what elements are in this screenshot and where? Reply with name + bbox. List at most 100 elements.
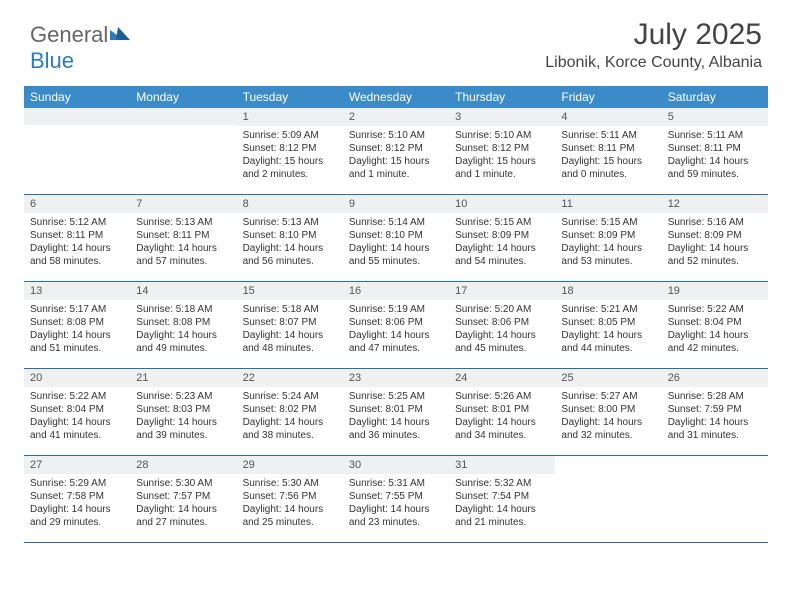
day-body: Sunrise: 5:11 AMSunset: 8:11 PMDaylight:… bbox=[555, 126, 661, 187]
day-line-sunset: Sunset: 8:09 PM bbox=[561, 229, 655, 242]
day-line-day1: Daylight: 14 hours bbox=[455, 329, 549, 342]
title-block: July 2025 Libonik, Korce County, Albania bbox=[545, 18, 762, 72]
day-line-day2: and 57 minutes. bbox=[136, 255, 230, 268]
day-body: Sunrise: 5:09 AMSunset: 8:12 PMDaylight:… bbox=[237, 126, 343, 187]
logo-mark-icon bbox=[110, 20, 130, 46]
day-line-sunset: Sunset: 7:55 PM bbox=[349, 490, 443, 503]
day-line-sunset: Sunset: 8:10 PM bbox=[243, 229, 337, 242]
calendar-header-row: SundayMondayTuesdayWednesdayThursdayFrid… bbox=[24, 86, 768, 108]
day-cell: 11Sunrise: 5:15 AMSunset: 8:09 PMDayligh… bbox=[555, 195, 661, 281]
day-number: 7 bbox=[130, 195, 236, 213]
day-line-day2: and 51 minutes. bbox=[30, 342, 124, 355]
day-body: Sunrise: 5:14 AMSunset: 8:10 PMDaylight:… bbox=[343, 213, 449, 274]
day-line-sunrise: Sunrise: 5:14 AM bbox=[349, 216, 443, 229]
day-cell: 17Sunrise: 5:20 AMSunset: 8:06 PMDayligh… bbox=[449, 282, 555, 368]
day-cell: 8Sunrise: 5:13 AMSunset: 8:10 PMDaylight… bbox=[237, 195, 343, 281]
day-line-sunset: Sunset: 8:11 PM bbox=[561, 142, 655, 155]
day-line-sunset: Sunset: 8:08 PM bbox=[30, 316, 124, 329]
day-body: Sunrise: 5:29 AMSunset: 7:58 PMDaylight:… bbox=[24, 474, 130, 535]
day-number bbox=[24, 108, 130, 125]
day-number: 25 bbox=[555, 369, 661, 387]
day-line-day2: and 47 minutes. bbox=[349, 342, 443, 355]
day-number: 19 bbox=[662, 282, 768, 300]
day-line-day2: and 21 minutes. bbox=[455, 516, 549, 529]
day-cell bbox=[24, 108, 130, 194]
day-cell: 3Sunrise: 5:10 AMSunset: 8:12 PMDaylight… bbox=[449, 108, 555, 194]
day-line-day2: and 38 minutes. bbox=[243, 429, 337, 442]
day-body: Sunrise: 5:12 AMSunset: 8:11 PMDaylight:… bbox=[24, 213, 130, 274]
day-line-sunrise: Sunrise: 5:16 AM bbox=[668, 216, 762, 229]
day-line-day2: and 41 minutes. bbox=[30, 429, 124, 442]
day-cell: 7Sunrise: 5:13 AMSunset: 8:11 PMDaylight… bbox=[130, 195, 236, 281]
day-cell: 31Sunrise: 5:32 AMSunset: 7:54 PMDayligh… bbox=[449, 456, 555, 542]
day-body: Sunrise: 5:31 AMSunset: 7:55 PMDaylight:… bbox=[343, 474, 449, 535]
day-line-sunset: Sunset: 8:09 PM bbox=[455, 229, 549, 242]
day-line-day2: and 0 minutes. bbox=[561, 168, 655, 181]
day-number: 20 bbox=[24, 369, 130, 387]
day-line-day2: and 1 minute. bbox=[455, 168, 549, 181]
day-line-day2: and 54 minutes. bbox=[455, 255, 549, 268]
day-line-day2: and 58 minutes. bbox=[30, 255, 124, 268]
day-cell: 2Sunrise: 5:10 AMSunset: 8:12 PMDaylight… bbox=[343, 108, 449, 194]
day-header: Thursday bbox=[449, 86, 555, 108]
day-line-sunrise: Sunrise: 5:30 AM bbox=[243, 477, 337, 490]
day-line-sunset: Sunset: 8:12 PM bbox=[243, 142, 337, 155]
day-line-day2: and 42 minutes. bbox=[668, 342, 762, 355]
day-body: Sunrise: 5:22 AMSunset: 8:04 PMDaylight:… bbox=[24, 387, 130, 448]
day-line-day1: Daylight: 14 hours bbox=[349, 416, 443, 429]
day-line-sunrise: Sunrise: 5:19 AM bbox=[349, 303, 443, 316]
day-number: 27 bbox=[24, 456, 130, 474]
day-line-day1: Daylight: 14 hours bbox=[668, 416, 762, 429]
day-line-day1: Daylight: 14 hours bbox=[349, 503, 443, 516]
day-header: Friday bbox=[555, 86, 661, 108]
week-row: 13Sunrise: 5:17 AMSunset: 8:08 PMDayligh… bbox=[24, 282, 768, 369]
day-body: Sunrise: 5:26 AMSunset: 8:01 PMDaylight:… bbox=[449, 387, 555, 448]
day-body: Sunrise: 5:18 AMSunset: 8:08 PMDaylight:… bbox=[130, 300, 236, 361]
day-line-sunrise: Sunrise: 5:18 AM bbox=[243, 303, 337, 316]
day-line-day1: Daylight: 14 hours bbox=[30, 503, 124, 516]
day-line-day1: Daylight: 14 hours bbox=[668, 329, 762, 342]
day-line-sunrise: Sunrise: 5:22 AM bbox=[668, 303, 762, 316]
day-line-sunset: Sunset: 8:12 PM bbox=[349, 142, 443, 155]
day-line-sunset: Sunset: 8:01 PM bbox=[349, 403, 443, 416]
day-body: Sunrise: 5:30 AMSunset: 7:57 PMDaylight:… bbox=[130, 474, 236, 535]
day-body: Sunrise: 5:19 AMSunset: 8:06 PMDaylight:… bbox=[343, 300, 449, 361]
day-line-day2: and 34 minutes. bbox=[455, 429, 549, 442]
day-line-day2: and 56 minutes. bbox=[243, 255, 337, 268]
day-cell: 13Sunrise: 5:17 AMSunset: 8:08 PMDayligh… bbox=[24, 282, 130, 368]
day-line-sunrise: Sunrise: 5:28 AM bbox=[668, 390, 762, 403]
day-line-sunset: Sunset: 8:09 PM bbox=[668, 229, 762, 242]
day-body: Sunrise: 5:15 AMSunset: 8:09 PMDaylight:… bbox=[449, 213, 555, 274]
day-line-sunrise: Sunrise: 5:13 AM bbox=[243, 216, 337, 229]
day-line-sunrise: Sunrise: 5:30 AM bbox=[136, 477, 230, 490]
day-line-sunset: Sunset: 8:06 PM bbox=[349, 316, 443, 329]
day-body: Sunrise: 5:23 AMSunset: 8:03 PMDaylight:… bbox=[130, 387, 236, 448]
day-line-sunrise: Sunrise: 5:31 AM bbox=[349, 477, 443, 490]
day-line-sunrise: Sunrise: 5:29 AM bbox=[30, 477, 124, 490]
day-line-day1: Daylight: 14 hours bbox=[668, 155, 762, 168]
week-row: 20Sunrise: 5:22 AMSunset: 8:04 PMDayligh… bbox=[24, 369, 768, 456]
day-body: Sunrise: 5:10 AMSunset: 8:12 PMDaylight:… bbox=[343, 126, 449, 187]
day-line-sunset: Sunset: 8:02 PM bbox=[243, 403, 337, 416]
day-body: Sunrise: 5:16 AMSunset: 8:09 PMDaylight:… bbox=[662, 213, 768, 274]
day-line-sunset: Sunset: 8:06 PM bbox=[455, 316, 549, 329]
day-number: 11 bbox=[555, 195, 661, 213]
day-line-day1: Daylight: 14 hours bbox=[243, 329, 337, 342]
day-line-sunrise: Sunrise: 5:26 AM bbox=[455, 390, 549, 403]
day-number: 13 bbox=[24, 282, 130, 300]
day-cell: 25Sunrise: 5:27 AMSunset: 8:00 PMDayligh… bbox=[555, 369, 661, 455]
day-line-sunset: Sunset: 8:11 PM bbox=[668, 142, 762, 155]
day-line-day2: and 1 minute. bbox=[349, 168, 443, 181]
day-line-sunrise: Sunrise: 5:10 AM bbox=[455, 129, 549, 142]
day-body: Sunrise: 5:22 AMSunset: 8:04 PMDaylight:… bbox=[662, 300, 768, 361]
day-line-day2: and 49 minutes. bbox=[136, 342, 230, 355]
day-line-sunrise: Sunrise: 5:13 AM bbox=[136, 216, 230, 229]
month-title: July 2025 bbox=[545, 18, 762, 52]
day-line-sunrise: Sunrise: 5:15 AM bbox=[561, 216, 655, 229]
day-body: Sunrise: 5:21 AMSunset: 8:05 PMDaylight:… bbox=[555, 300, 661, 361]
day-line-sunrise: Sunrise: 5:20 AM bbox=[455, 303, 549, 316]
day-line-sunset: Sunset: 8:11 PM bbox=[136, 229, 230, 242]
day-line-sunset: Sunset: 8:12 PM bbox=[455, 142, 549, 155]
day-line-sunset: Sunset: 8:04 PM bbox=[668, 316, 762, 329]
day-line-day1: Daylight: 14 hours bbox=[136, 329, 230, 342]
